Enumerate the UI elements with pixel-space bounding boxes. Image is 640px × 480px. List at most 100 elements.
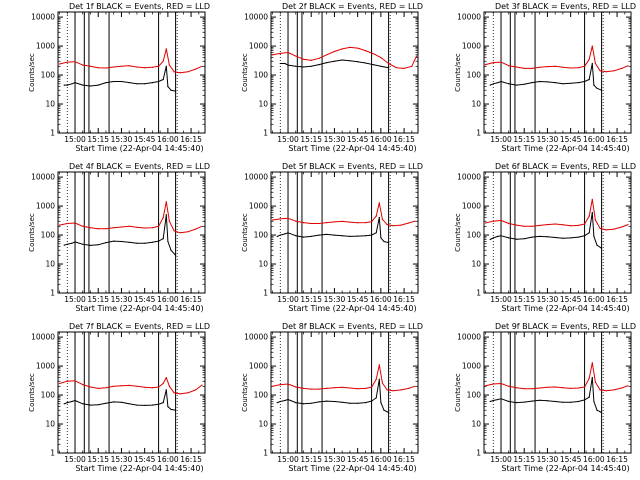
lld-data-point [484,64,487,66]
lld-data-point [279,384,281,386]
y-axis-label: Counts/sec [241,373,249,412]
x-tick-label: 15:15 [513,295,535,304]
lld-data-point [136,226,138,228]
events-data-point [310,402,312,404]
lld-data-point [201,225,203,227]
lld-data-point [400,389,402,391]
lld-data-point [179,232,181,234]
events-data-point [489,84,491,86]
events-data-point [167,86,169,88]
lld-series-line [485,362,629,392]
lld-data-point [539,66,541,68]
events-data-point [295,65,297,67]
y-tick-label: 10 [45,260,55,269]
events-data-point [97,244,99,246]
lld-data-point [588,58,590,60]
events-data-point [71,83,73,85]
events-data-point [364,235,366,237]
lld-data-point [554,386,556,388]
lld-data-point [113,66,115,68]
lld-data-point [492,220,494,222]
lld-data-point [531,67,533,69]
lld-data-point [627,224,629,226]
events-data-point [66,243,68,245]
events-data-point [167,240,169,243]
y-tick-label: 1 [476,289,481,298]
x-tick-label: 15:45 [134,455,156,464]
events-data-point [89,244,92,246]
x-axis-label: Start Time (22-Apr-04 14:45:40) [288,304,416,313]
y-axis-label: Counts/sec [28,373,36,412]
events-data-point [89,404,92,406]
lld-data-point [128,225,130,227]
x-tick-label: 15:45 [134,135,156,144]
events-data-point [97,84,99,86]
x-tick-label: 15:45 [560,135,582,144]
events-data-point [601,247,603,249]
events-data-point [287,64,289,66]
events-series-line [277,378,389,413]
lld-data-point [165,48,167,50]
panel-5: Det 5f BLACK = Events, RED = LLD 1 10 100 10… [241,162,423,313]
x-tick-label: 15:30 [111,455,133,464]
events-data-point [302,236,305,238]
panel-title: Det 1f BLACK = Events, RED = LLD [69,2,210,11]
y-tick-label: 1 [50,129,55,138]
events-data-point [497,398,499,401]
panel-title: Det 3f BLACK = Events, RED = LLD [495,2,636,11]
events-data-point [371,234,373,236]
y-tick-label: 10 [45,100,55,109]
lld-data-point [392,390,394,392]
events-data-point [165,389,167,391]
events-data-point [596,87,598,89]
lld-data-point [105,387,107,389]
y-tick-label: 100 [41,231,56,240]
events-data-point [295,235,297,237]
panel-title: Det 8f BLACK = Events, RED = LLD [282,322,423,331]
y-tick-label: 10000 [457,13,481,22]
lld-data-point [173,392,175,394]
lld-data-point [74,222,76,224]
lld-data-point [371,221,373,223]
lld-data-point [105,67,107,69]
events-data-point [577,236,580,238]
lld-data-point [613,228,615,230]
events-data-point [562,237,564,239]
lld-series-line [272,46,417,69]
lld-data-point [74,380,76,382]
events-data-point [497,82,499,84]
lld-data-point [295,220,297,222]
lld-data-point [570,225,572,227]
panel-9: Det 9f BLACK = Events, RED = LLD 1 10 100 10… [454,322,636,473]
lld-data-point [484,222,487,224]
y-tick-label: 1000 [462,362,481,371]
events-data-point [492,83,494,85]
y-tick-label: 10000 [31,333,55,342]
y-tick-label: 10000 [244,13,268,22]
events-data-point [388,242,390,244]
events-data-point [539,399,541,401]
events-data-point [82,243,84,245]
lld-series-line [59,48,203,74]
events-data-point [593,400,595,403]
lld-data-point [515,387,518,389]
events-data-point [151,241,153,243]
lld-data-point [151,227,153,229]
lld-data-point [310,59,312,62]
events-data-point [588,78,590,81]
lld-data-point [539,387,541,389]
lld-data-point [136,66,138,68]
events-data-point [383,409,385,411]
events-series-line [64,389,176,411]
x-tick-label: 16:15 [393,135,415,144]
lld-data-point [302,222,305,224]
events-data-point [128,403,130,405]
events-data-point [279,62,281,65]
events-data-point [74,241,76,243]
lld-data-point [388,62,390,65]
lld-data-point [158,65,160,67]
lld-data-point [318,222,320,225]
x-tick-label: 16:15 [180,135,202,144]
lld-data-point [523,388,525,390]
plot-frame [483,171,632,294]
